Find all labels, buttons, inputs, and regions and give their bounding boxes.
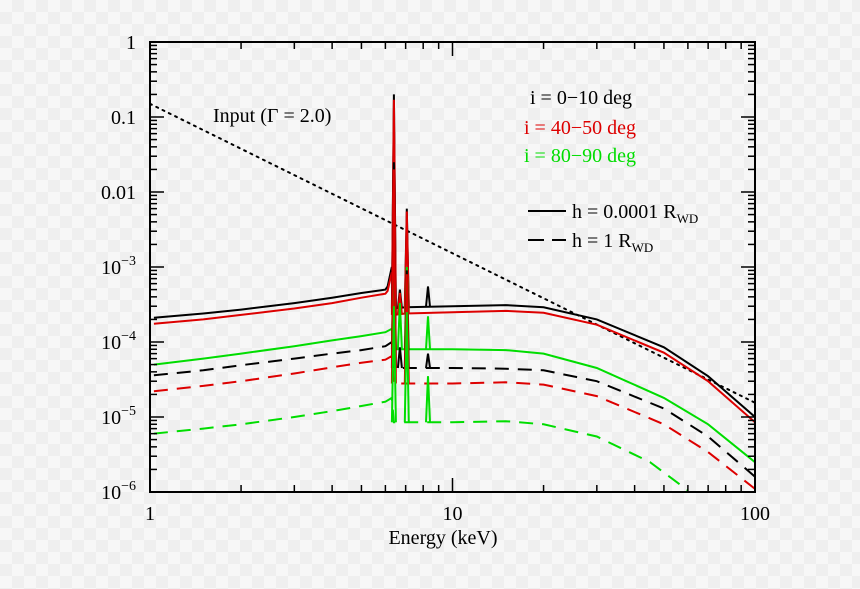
legend-inclination-0-10: i = 0−10 deg [530, 87, 632, 109]
x-tick-label: 10 [443, 503, 463, 525]
y-tick-label-exp: −3 [121, 254, 136, 269]
input-annotation: Input (Γ = 2.0) [213, 105, 331, 127]
y-tick-label-base: 0.01 [101, 182, 136, 204]
x-tick-label: 100 [740, 503, 770, 525]
y-tick-label: 0.01 [101, 182, 136, 204]
y-tick-label-base: 10 [101, 257, 121, 279]
legend-height-large-sub: WD [632, 240, 654, 255]
legend-dashed-line: h = 1 RWD [528, 230, 653, 255]
emission-line-8.3keV [425, 376, 431, 423]
legend-inclination-80-90: i = 80−90 deg [524, 145, 636, 167]
y-tick-label: 10−3 [101, 254, 136, 279]
series-80-90-h1 [153, 396, 689, 492]
y-tick-label: 10−5 [101, 404, 136, 429]
y-tick-label-base: 10 [101, 407, 121, 429]
emission-line-6.7keV [396, 292, 403, 315]
emission-line-6.7keV [396, 347, 403, 369]
gamma-symbol: Γ [267, 105, 279, 127]
emission-line-6.4keV [390, 169, 397, 384]
y-tick-label-exp: −6 [121, 479, 136, 494]
series-0-10-h1 [153, 340, 755, 478]
x-tick-label: 1 [145, 503, 155, 525]
y-tick-label: 10−6 [101, 479, 136, 504]
y-tick-label: 0.1 [111, 107, 136, 129]
input-annotation-pre: Input ( [213, 105, 267, 127]
emission-line-8.3keV [425, 316, 431, 350]
series-40-50-h1 [153, 354, 755, 490]
legend-height-small: h = 0.0001 RWD [572, 201, 698, 226]
y-tick-label: 1 [126, 32, 136, 54]
legend-inclination-40-50: i = 40−50 deg [524, 117, 636, 139]
legend-height-small-sub: WD [677, 211, 699, 226]
y-tick-label-exp: −5 [121, 404, 136, 419]
legend-height-large-text: h = 1 R [572, 230, 632, 252]
legend-solid-line: h = 0.0001 RWD [528, 201, 698, 226]
emission-line-8.3keV [425, 286, 431, 307]
y-tick-label-base: 10 [101, 482, 121, 504]
emission-line-8.3keV [425, 353, 431, 369]
x-axis-label: Energy (keV) [388, 527, 497, 549]
y-tick-label-base: 0.1 [111, 107, 136, 129]
emission-line-6.7keV [396, 303, 403, 350]
legend-height-small-text: h = 0.0001 R [572, 201, 677, 223]
y-tick-label: 10−4 [101, 329, 136, 354]
input-powerlaw-line [150, 102, 755, 404]
y-tick-label-base: 1 [126, 32, 136, 54]
series-0-10-h0.0001 [153, 266, 755, 418]
emission-line-6.4keV [390, 306, 397, 423]
input-annotation-post: = 2.0) [278, 105, 331, 127]
y-tick-label-base: 10 [101, 332, 121, 354]
legend-height-large: h = 1 RWD [572, 230, 653, 255]
series-layer [150, 94, 755, 492]
y-tick-label-exp: −4 [121, 329, 136, 344]
emission-line-7.06keV [403, 211, 410, 314]
emission-line-7.06keV [403, 312, 410, 423]
